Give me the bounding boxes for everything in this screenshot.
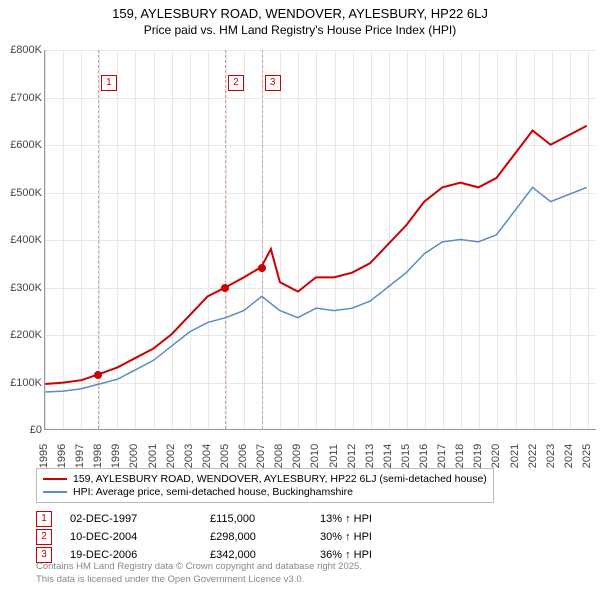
footer: Contains HM Land Registry data © Crown c… bbox=[36, 561, 362, 586]
title-line1: 159, AYLESBURY ROAD, WENDOVER, AYLESBURY… bbox=[0, 6, 600, 21]
x-axis-label: 2005 bbox=[219, 444, 231, 468]
y-axis-label: £700K bbox=[0, 92, 42, 104]
series-hpi bbox=[45, 187, 587, 392]
sale-marker-box: 1 bbox=[101, 75, 117, 91]
sale-price: £115,000 bbox=[210, 513, 320, 525]
sale-point bbox=[221, 284, 229, 292]
x-axis-label: 2004 bbox=[201, 444, 213, 468]
series-property bbox=[45, 126, 587, 384]
x-axis-label: 1999 bbox=[110, 444, 122, 468]
chart-container: 159, AYLESBURY ROAD, WENDOVER, AYLESBURY… bbox=[0, 0, 600, 590]
x-axis-label: 2006 bbox=[237, 444, 249, 468]
sale-date: 10-DEC-2004 bbox=[70, 531, 210, 543]
footer-line2: This data is licensed under the Open Gov… bbox=[36, 574, 362, 586]
sale-marker-box: 3 bbox=[265, 75, 281, 91]
x-axis-label: 2016 bbox=[418, 444, 430, 468]
sale-price: £342,000 bbox=[210, 549, 320, 561]
chart-area: 1 2 3 bbox=[44, 50, 596, 430]
sale-point bbox=[94, 371, 102, 379]
x-axis-label: 2021 bbox=[509, 444, 521, 468]
y-axis-label: £800K bbox=[0, 44, 42, 56]
x-axis-label: 2020 bbox=[490, 444, 502, 468]
x-axis-label: 1995 bbox=[38, 444, 50, 468]
table-row: 2 10-DEC-2004 £298,000 30% ↑ HPI bbox=[36, 528, 420, 546]
x-axis-label: 2011 bbox=[328, 444, 340, 468]
table-row: 1 02-DEC-1997 £115,000 13% ↑ HPI bbox=[36, 510, 420, 528]
y-axis-label: £0 bbox=[0, 424, 42, 436]
sale-hpi: 36% ↑ HPI bbox=[320, 549, 420, 561]
sale-marker-box: 2 bbox=[228, 75, 244, 91]
legend-swatch bbox=[43, 478, 67, 480]
x-axis-label: 2012 bbox=[346, 444, 358, 468]
x-axis-label: 2001 bbox=[147, 444, 159, 468]
x-axis-label: 2002 bbox=[165, 444, 177, 468]
title-line2: Price paid vs. HM Land Registry's House … bbox=[0, 23, 600, 37]
y-axis-label: £300K bbox=[0, 282, 42, 294]
sale-date: 02-DEC-1997 bbox=[70, 513, 210, 525]
x-axis-label: 2010 bbox=[309, 444, 321, 468]
legend: 159, AYLESBURY ROAD, WENDOVER, AYLESBURY… bbox=[36, 468, 494, 503]
x-axis-label: 2000 bbox=[128, 444, 140, 468]
x-axis-label: 1996 bbox=[56, 444, 68, 468]
legend-label: 159, AYLESBURY ROAD, WENDOVER, AYLESBURY… bbox=[73, 473, 487, 485]
sale-date: 19-DEC-2006 bbox=[70, 549, 210, 561]
sale-hpi: 13% ↑ HPI bbox=[320, 513, 420, 525]
x-axis-label: 2022 bbox=[527, 444, 539, 468]
x-axis-label: 2015 bbox=[400, 444, 412, 468]
plot: 1 2 3 bbox=[44, 50, 596, 430]
x-axis-label: 1997 bbox=[74, 444, 86, 468]
x-axis-label: 2018 bbox=[454, 444, 466, 468]
sales-table: 1 02-DEC-1997 £115,000 13% ↑ HPI 2 10-DE… bbox=[36, 510, 420, 564]
x-axis-label: 2025 bbox=[581, 444, 593, 468]
x-axis-label: 2017 bbox=[436, 444, 448, 468]
y-axis-label: £600K bbox=[0, 139, 42, 151]
legend-item-hpi: HPI: Average price, semi-detached house,… bbox=[43, 486, 487, 498]
sale-marker-box: 2 bbox=[36, 529, 52, 545]
x-axis-label: 1998 bbox=[92, 444, 104, 468]
x-axis-label: 2009 bbox=[291, 444, 303, 468]
legend-label: HPI: Average price, semi-detached house,… bbox=[73, 486, 353, 498]
y-axis-label: £100K bbox=[0, 377, 42, 389]
x-axis-label: 2003 bbox=[183, 444, 195, 468]
y-axis-label: £200K bbox=[0, 329, 42, 341]
x-axis-label: 2023 bbox=[545, 444, 557, 468]
x-axis-label: 2008 bbox=[273, 444, 285, 468]
x-axis-label: 2014 bbox=[382, 444, 394, 468]
x-axis-label: 2007 bbox=[255, 444, 267, 468]
sale-hpi: 30% ↑ HPI bbox=[320, 531, 420, 543]
line-series bbox=[45, 50, 596, 429]
footer-line1: Contains HM Land Registry data © Crown c… bbox=[36, 561, 362, 573]
y-axis-label: £500K bbox=[0, 187, 42, 199]
x-axis-label: 2019 bbox=[472, 444, 484, 468]
sale-point bbox=[258, 264, 266, 272]
y-axis-label: £400K bbox=[0, 234, 42, 246]
x-axis-label: 2024 bbox=[563, 444, 575, 468]
legend-item-property: 159, AYLESBURY ROAD, WENDOVER, AYLESBURY… bbox=[43, 473, 487, 485]
x-axis-label: 2013 bbox=[364, 444, 376, 468]
title-block: 159, AYLESBURY ROAD, WENDOVER, AYLESBURY… bbox=[0, 0, 600, 37]
legend-swatch bbox=[43, 491, 67, 493]
sale-marker-box: 1 bbox=[36, 511, 52, 527]
sale-price: £298,000 bbox=[210, 531, 320, 543]
